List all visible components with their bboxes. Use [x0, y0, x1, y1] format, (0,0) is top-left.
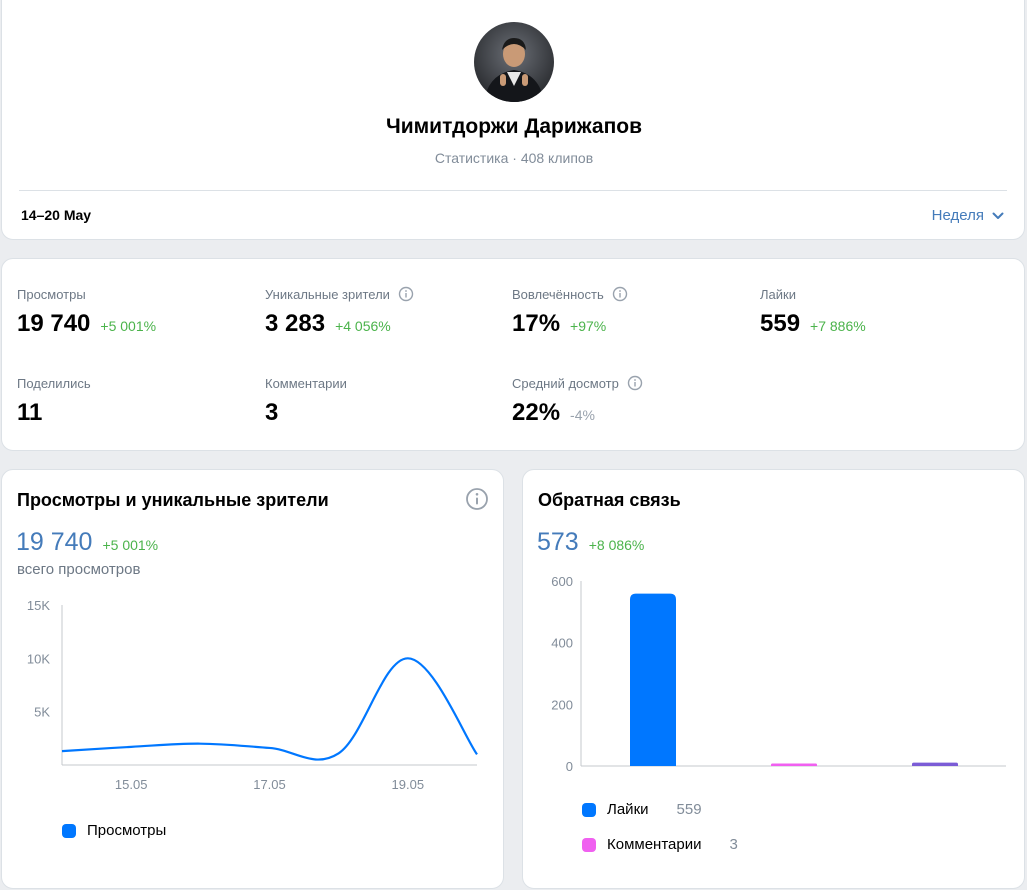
bar-comments[interactable] [771, 763, 817, 767]
stat-delta: +5 001% [100, 318, 157, 334]
feedback-chart-card: Обратная связь 573 +8 086% 600 400 200 0 Ла… [522, 469, 1025, 889]
avatar-image [474, 22, 554, 102]
x-tick-label: 15.05 [115, 777, 148, 792]
stat-delta: +97% [570, 318, 607, 334]
stat-label: Комментарии [265, 375, 347, 391]
y-tick-label: 400 [551, 636, 573, 651]
stat-value: 19 740 [17, 310, 91, 337]
bar-likes[interactable] [630, 593, 676, 766]
profile-name: Чимитдоржи Дарижапов [385, 115, 643, 138]
stat-avg-watch: Средний досмотр 22% -4% [512, 375, 643, 427]
legend-item-views[interactable]: Просмотры [62, 822, 166, 839]
total-feedback-delta: +8 086% [588, 537, 645, 553]
legend-item-comments[interactable]: Комментарии 3 [582, 836, 738, 853]
y-tick-label: 0 [566, 759, 573, 774]
profile-subtitle: Статистика · 408 клипов [434, 150, 594, 166]
y-tick-label: 15K [27, 598, 50, 613]
total-views-delta: +5 001% [102, 537, 159, 553]
card-title: Просмотры и уникальные зрители [17, 490, 329, 510]
stat-value: 17% [512, 310, 561, 337]
stat-value: 3 [265, 399, 279, 426]
legend-swatch [582, 802, 596, 817]
info-icon[interactable] [627, 375, 643, 391]
legend-label: Лайки [607, 801, 649, 818]
stat-delta: +7 886% [810, 318, 866, 334]
stat-value: 22% [512, 399, 561, 426]
info-icon[interactable] [612, 286, 628, 302]
stat-label: Средний досмотр [512, 375, 619, 391]
y-tick-label: 600 [551, 574, 573, 589]
total-views-value: 19 740 [16, 528, 93, 556]
stat-engagement: Вовлечённость 17% +97% [512, 286, 628, 338]
y-tick-label: 200 [551, 697, 573, 712]
stat-views: Просмотры 19 740 +5 001% [17, 286, 156, 338]
views-line-chart: 15K 10K 5K 15.05 17.05 19.05 [27, 598, 478, 792]
stat-label: Лайки [760, 286, 796, 302]
legend-label: Комментарии [607, 836, 702, 853]
y-tick-label: 5K [34, 705, 50, 720]
info-icon[interactable] [398, 286, 414, 302]
stat-label: Поделились [17, 375, 91, 391]
legend-item-likes[interactable]: Лайки 559 [582, 801, 702, 818]
stat-label: Просмотры [17, 286, 86, 302]
period-dropdown[interactable]: Неделя [932, 207, 1004, 224]
x-tick-label: 19.05 [392, 777, 425, 792]
views-chart-card: Просмотры и уникальные зрители 19 740 +5… [1, 469, 504, 889]
bar-shares[interactable] [912, 762, 958, 766]
card-title: Обратная связь [538, 490, 681, 510]
legend-count: 3 [729, 836, 738, 853]
stats-card: Просмотры 19 740 +5 001% Уникальные зрит… [1, 258, 1025, 451]
feedback-bar-chart: 600 400 200 0 [551, 574, 1006, 774]
avatar[interactable] [474, 22, 554, 102]
legend-count: 559 [676, 801, 702, 818]
period-dropdown-label: Неделя [931, 207, 984, 224]
y-tick-label: 10K [27, 651, 50, 666]
stat-value: 11 [17, 399, 43, 426]
period-label: 14–20 May [21, 207, 92, 223]
series-line-views[interactable] [61, 657, 478, 761]
divider [19, 190, 1007, 191]
stat-shares: Поделились 11 [17, 375, 91, 427]
stat-value: 559 [760, 310, 801, 337]
legend-swatch [62, 823, 76, 838]
chevron-down-icon [992, 212, 1004, 219]
legend-label: Просмотры [87, 822, 167, 839]
stat-unique-viewers: Уникальные зрители 3 283 +4 056% [265, 286, 414, 338]
stat-delta: -4% [570, 407, 595, 423]
info-icon[interactable] [465, 487, 489, 511]
profile-card: Чимитдоржи Дарижапов Статистика · 408 кл… [1, 0, 1025, 240]
legend-swatch [582, 837, 596, 852]
total-feedback-value: 573 [537, 528, 579, 556]
total-views-caption: всего просмотров [17, 561, 141, 578]
stat-likes: Лайки 559 +7 886% [760, 286, 866, 338]
stat-label: Уникальные зрители [265, 286, 390, 302]
x-tick-label: 17.05 [253, 777, 286, 792]
stat-comments: Комментарии 3 [265, 375, 347, 427]
stat-delta: +4 056% [335, 318, 391, 334]
stat-value: 3 283 [265, 310, 326, 337]
stat-label: Вовлечённость [512, 286, 604, 302]
